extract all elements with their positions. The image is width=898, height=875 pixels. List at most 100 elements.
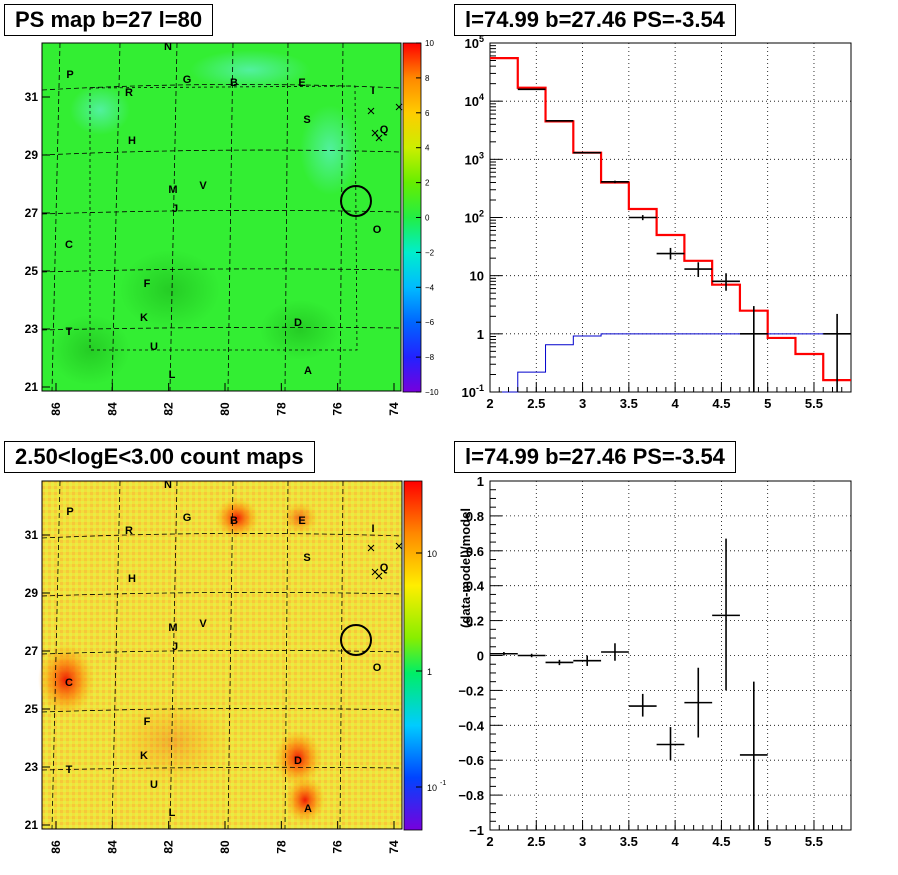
ps-source-label-e: E xyxy=(298,77,305,89)
ps-source-label-r: R xyxy=(125,87,133,99)
map-y-tick-label: 29 xyxy=(25,586,39,600)
residual-x-tick-label: 3.5 xyxy=(620,834,638,849)
map-x-tick-label: 82 xyxy=(162,840,176,854)
spectrum-x-tick-label: 3 xyxy=(579,396,586,411)
map-y-tick-label: 27 xyxy=(25,206,39,220)
spectrum-data-point xyxy=(684,262,713,277)
spectrum-data-point xyxy=(628,215,657,221)
count-source-label-f: F xyxy=(144,716,151,728)
ps-source-label-l: L xyxy=(169,369,176,381)
map-x-tick-label: 74 xyxy=(387,402,401,416)
map-y-tick-label: 25 xyxy=(25,264,39,278)
ps-source-label-v: V xyxy=(199,180,207,192)
spectrum-data-point xyxy=(573,151,602,154)
ps-source-label-c: C xyxy=(65,239,73,251)
count-source-label-i: I xyxy=(371,523,374,535)
residual-y-tick-label: 0.6 xyxy=(466,544,484,559)
ps-colorbar-tick-label: 4 xyxy=(425,144,430,153)
count-source-label-h: H xyxy=(128,573,136,585)
residual-x-tick-label: 2 xyxy=(486,834,493,849)
ps-colorbar-tick-label: 2 xyxy=(425,179,430,188)
ps-colorbar-tick-label: −8 xyxy=(425,353,435,362)
ps-source-label-k: K xyxy=(140,312,148,324)
spectrum-y-tick-label: 103 xyxy=(465,150,484,167)
residual-x-tick-label: 4 xyxy=(672,834,680,849)
map-y-tick-label: 23 xyxy=(25,322,39,336)
map-x-tick-label: 86 xyxy=(49,402,63,416)
residual-data-point xyxy=(601,643,629,661)
residual-y-tick-label: −0.8 xyxy=(458,788,484,803)
map-y-tick-label: 21 xyxy=(25,380,39,394)
residual-x-tick-label: 5 xyxy=(764,834,771,849)
residual-y-tick-label: 0 xyxy=(477,649,484,664)
count-source-label-u: U xyxy=(150,779,158,791)
map-x-tick-label: 76 xyxy=(331,402,345,416)
count-map-title: 2.50<logE<3.00 count maps xyxy=(4,441,315,473)
count-colorbar-tick-label: 1 xyxy=(427,667,432,677)
ps-colorbar-tick-label: −6 xyxy=(425,318,435,327)
count-source-label-j: J xyxy=(172,641,178,653)
ps-colorbar-tick-label: 10 xyxy=(425,39,434,48)
ps-source-label-m: M xyxy=(168,184,177,196)
spectrum-data-point xyxy=(545,119,574,122)
residual-y-tick-label: −0.6 xyxy=(458,753,484,768)
count-source-label-l: L xyxy=(169,807,176,819)
residual-data-point xyxy=(573,655,602,666)
map-x-tick-label: 80 xyxy=(218,840,232,854)
residual-y-tick-label: 0.4 xyxy=(466,579,485,594)
map-x-tick-label: 84 xyxy=(105,402,119,416)
ps-colorbar-tick-label: −2 xyxy=(425,248,435,257)
spectrum-data-point xyxy=(517,88,546,91)
map-y-tick-label: 31 xyxy=(25,90,39,104)
residual-y-tick-label: −0.4 xyxy=(458,718,484,733)
residual-y-tick-label: −1 xyxy=(469,823,484,838)
spectrum-x-tick-label: 4 xyxy=(672,396,680,411)
map-x-tick-label: 84 xyxy=(105,840,119,854)
count-colorbar-tick-label: 10 xyxy=(427,549,437,559)
count-source-label-m: M xyxy=(168,622,177,634)
spectrum-x-tick-label: 2.5 xyxy=(527,396,545,411)
ps-source-label-f: F xyxy=(144,278,151,290)
residual-data-point xyxy=(490,652,518,656)
count-source-label-s: S xyxy=(303,552,310,564)
count-source-label-r: R xyxy=(125,525,133,537)
residual-x-tick-label: 2.5 xyxy=(527,834,545,849)
spectrum-y-tick-label: 104 xyxy=(465,92,484,109)
map-y-tick-label: 29 xyxy=(25,148,39,162)
ps-source-label-b: B xyxy=(230,77,238,89)
count-map-coordinate-grid xyxy=(41,480,403,830)
map-x-tick-label: 78 xyxy=(274,402,288,416)
count-source-label-e: E xyxy=(298,515,305,527)
residual-y-tick-label: 0.2 xyxy=(466,614,484,629)
spectrum-data-point xyxy=(601,180,629,184)
map-x-tick-label: 82 xyxy=(162,402,176,416)
spectrum-x-tick-label: 5.5 xyxy=(805,396,823,411)
ps-source-label-o: O xyxy=(373,224,382,236)
ps-colorbar-tick-label: 6 xyxy=(425,109,430,118)
residual-data-point xyxy=(628,693,657,717)
count-source-label-a: A xyxy=(304,803,312,815)
count-source-label-o: O xyxy=(373,662,382,674)
ps-source-label-d: D xyxy=(294,317,302,329)
map-x-tick-label: 80 xyxy=(218,402,232,416)
map-y-tick-label: 21 xyxy=(25,818,39,832)
ps-source-label-u: U xyxy=(150,341,158,353)
residual-data-point xyxy=(545,659,574,666)
spectrum-y-tick-label: 10 xyxy=(470,269,484,284)
spectrum-data-point xyxy=(823,313,851,392)
count-source-label-k: K xyxy=(140,750,148,762)
spectrum-y-tick-label: 1 xyxy=(477,327,484,342)
residual-data-point xyxy=(656,727,685,761)
spectrum-y-tick-label: 10-1 xyxy=(462,383,484,400)
residual-x-tick-label: 4.5 xyxy=(712,834,730,849)
count-map-target-circle xyxy=(340,624,372,656)
count-source-label-n: N xyxy=(164,479,172,491)
spectrum-y-tick-label: 105 xyxy=(465,34,484,51)
ps-source-label-p: P xyxy=(66,69,73,81)
ps-source-label-a: A xyxy=(304,365,312,377)
ps-source-label-t: T xyxy=(66,326,73,338)
count-source-label-b: B xyxy=(230,515,238,527)
ps-colorbar-tick-label: −10 xyxy=(425,388,439,397)
count-source-label-c: C xyxy=(65,677,73,689)
